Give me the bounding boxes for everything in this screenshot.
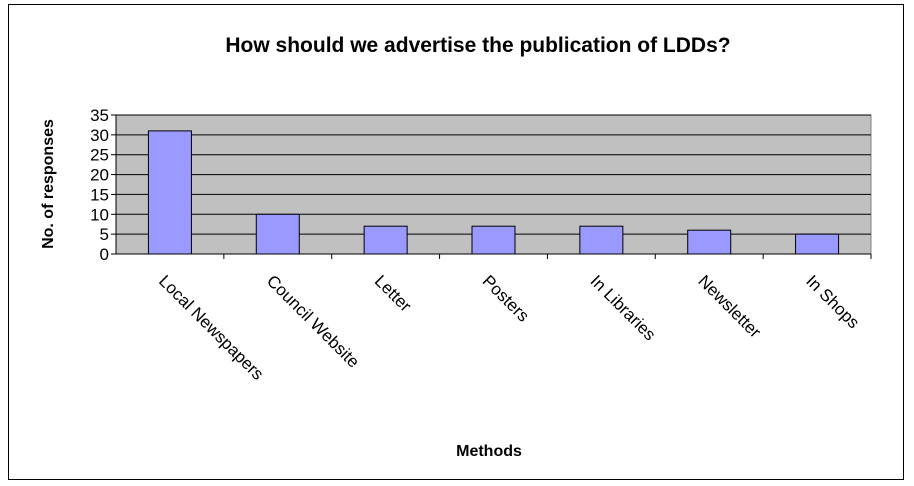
bar bbox=[687, 229, 732, 255]
chart-title: How should we advertise the publication … bbox=[225, 34, 730, 57]
axes bbox=[111, 114, 872, 259]
x-category-label: Local Newspapers bbox=[155, 271, 267, 383]
x-category-label: In Libraries bbox=[587, 271, 660, 344]
bar bbox=[147, 130, 192, 255]
x-category-label: Newsletter bbox=[694, 271, 764, 341]
x-category-label: Letter bbox=[371, 271, 415, 315]
y-tick-label: 30 bbox=[90, 126, 109, 145]
bar bbox=[579, 225, 624, 255]
y-tick-label: 10 bbox=[90, 205, 109, 224]
x-category-label: Posters bbox=[479, 271, 533, 325]
x-axis-label: Methods bbox=[456, 443, 522, 460]
bar bbox=[795, 233, 840, 255]
y-tick-label: 35 bbox=[90, 106, 109, 125]
y-tick-label: 20 bbox=[90, 166, 109, 185]
x-category-label: In Shops bbox=[802, 271, 863, 332]
x-category-label: Council Website bbox=[263, 271, 363, 371]
y-axis-label: No. of responses bbox=[40, 119, 57, 249]
bar bbox=[363, 225, 408, 255]
y-tick-label: 0 bbox=[100, 245, 109, 264]
bar bbox=[471, 225, 516, 255]
bar bbox=[255, 213, 300, 255]
y-tick-label: 5 bbox=[100, 225, 109, 244]
y-tick-label: 15 bbox=[90, 185, 109, 204]
y-tick-label: 25 bbox=[90, 146, 109, 165]
gridlines bbox=[116, 114, 871, 235]
bars bbox=[147, 130, 840, 255]
